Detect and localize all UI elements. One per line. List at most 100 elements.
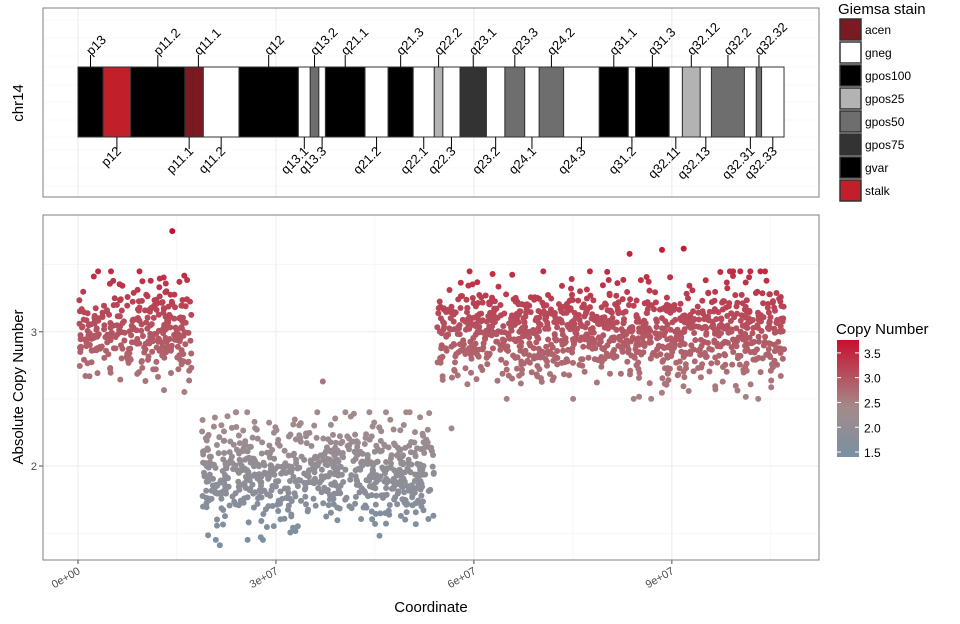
data-point: [162, 334, 169, 341]
data-point: [715, 332, 722, 339]
data-point: [155, 335, 162, 342]
data-point: [482, 336, 489, 342]
data-point: [188, 364, 195, 371]
data-point: [723, 368, 730, 375]
data-point: [222, 513, 228, 520]
data-point: [748, 340, 755, 347]
data-point: [420, 507, 427, 514]
data-point: [466, 319, 473, 326]
data-point: [772, 307, 778, 314]
data-point: [590, 297, 597, 304]
data-point: [302, 493, 309, 500]
colorbar-tick-label: 2.0: [864, 421, 881, 435]
data-point: [124, 302, 131, 309]
data-point: [759, 290, 766, 297]
data-point: [188, 350, 195, 357]
data-point: [490, 311, 497, 318]
data-point: [258, 479, 265, 486]
data-point: [205, 464, 212, 471]
data-point: [510, 296, 517, 303]
data-point: [126, 328, 133, 335]
data-point: [394, 452, 401, 459]
data-point: [108, 268, 114, 275]
data-point: [497, 302, 504, 308]
data-point: [571, 337, 578, 344]
data-point: [222, 474, 229, 481]
data-point: [614, 307, 621, 314]
data-point: [659, 315, 665, 322]
data-point: [76, 297, 83, 304]
data-point: [83, 343, 90, 350]
data-point: [768, 384, 775, 391]
data-point: [296, 432, 303, 439]
data-point: [373, 492, 380, 499]
data-point: [222, 483, 229, 489]
data-point: [598, 358, 605, 365]
data-point: [308, 458, 314, 465]
data-point: [290, 421, 297, 428]
data-point: [574, 325, 581, 332]
data-point: [129, 298, 136, 305]
data-point: [665, 370, 671, 377]
data-point: [206, 459, 213, 465]
band-p12: [102, 66, 132, 138]
data-point: [581, 368, 588, 375]
data-point: [382, 470, 388, 477]
data-point: [142, 378, 149, 384]
data-point: [535, 308, 542, 314]
data-point: [724, 285, 731, 292]
data-point: [479, 367, 486, 373]
data-point: [301, 486, 308, 493]
ideogram-y-label: chr14: [10, 84, 27, 122]
data-point: [734, 387, 741, 394]
data-point: [534, 294, 541, 301]
data-point: [705, 289, 712, 296]
data-point: [780, 303, 787, 310]
data-point: [215, 450, 222, 457]
data-point: [236, 440, 243, 447]
data-point: [246, 477, 253, 484]
data-point: [706, 368, 713, 375]
data-point: [437, 303, 444, 310]
data-point: [399, 496, 406, 503]
data-point: [554, 324, 561, 331]
band-q32.11: [668, 66, 683, 138]
data-point: [108, 329, 115, 336]
data-point: [216, 434, 223, 441]
data-point: [681, 341, 688, 348]
data-point: [711, 297, 718, 304]
data-point: [490, 345, 496, 352]
data-point: [514, 354, 521, 361]
data-point: [648, 395, 655, 402]
data-point: [276, 442, 283, 449]
data-point: [459, 293, 465, 299]
legend-label: acen: [865, 23, 891, 37]
data-point: [181, 389, 188, 395]
data-point: [342, 466, 349, 473]
data-point: [623, 340, 630, 347]
band-q32.12: [681, 66, 701, 138]
data-point: [156, 284, 163, 291]
data-point: [259, 439, 266, 446]
data-point: [466, 268, 473, 275]
data-point: [391, 440, 397, 447]
data-point: [711, 306, 718, 313]
data-point: [169, 228, 176, 235]
data-point: [356, 482, 363, 489]
data-point: [729, 361, 736, 368]
data-point: [712, 383, 719, 390]
data-point: [766, 319, 773, 326]
data-point: [705, 313, 711, 320]
data-point: [292, 493, 299, 500]
data-point: [544, 358, 550, 365]
data-point: [624, 358, 631, 365]
data-point: [402, 444, 409, 451]
data-point: [426, 410, 433, 417]
data-point: [314, 454, 321, 461]
data-point: [298, 497, 304, 504]
data-point: [593, 313, 600, 320]
data-point: [730, 349, 737, 355]
data-point: [530, 330, 537, 336]
data-point: [156, 275, 163, 282]
data-point: [234, 467, 241, 474]
